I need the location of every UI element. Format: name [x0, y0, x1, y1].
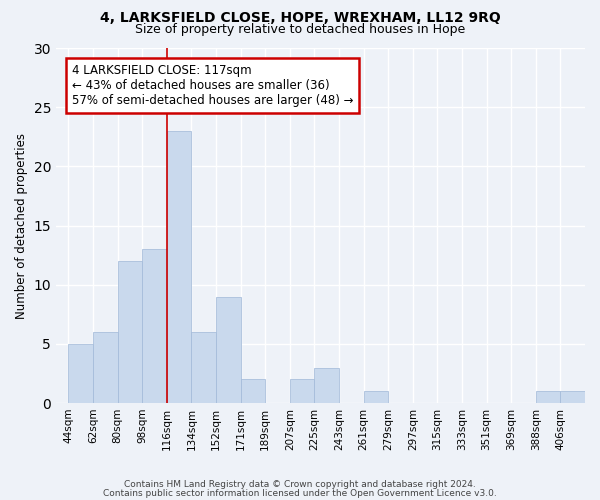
- Bar: [536, 391, 560, 403]
- Bar: [560, 391, 585, 403]
- Bar: [216, 296, 241, 403]
- Bar: [191, 332, 216, 403]
- Bar: [241, 380, 265, 403]
- Text: Size of property relative to detached houses in Hope: Size of property relative to detached ho…: [135, 22, 465, 36]
- Text: Contains public sector information licensed under the Open Government Licence v3: Contains public sector information licen…: [103, 489, 497, 498]
- Bar: [142, 249, 167, 403]
- Text: 4 LARKSFIELD CLOSE: 117sqm
← 43% of detached houses are smaller (36)
57% of semi: 4 LARKSFIELD CLOSE: 117sqm ← 43% of deta…: [72, 64, 353, 107]
- Bar: [118, 261, 142, 403]
- Y-axis label: Number of detached properties: Number of detached properties: [15, 132, 28, 318]
- Text: 4, LARKSFIELD CLOSE, HOPE, WREXHAM, LL12 9RQ: 4, LARKSFIELD CLOSE, HOPE, WREXHAM, LL12…: [100, 11, 500, 25]
- Bar: [68, 344, 93, 403]
- Bar: [314, 368, 339, 403]
- Bar: [290, 380, 314, 403]
- Bar: [167, 131, 191, 403]
- Bar: [93, 332, 118, 403]
- Bar: [364, 391, 388, 403]
- Text: Contains HM Land Registry data © Crown copyright and database right 2024.: Contains HM Land Registry data © Crown c…: [124, 480, 476, 489]
